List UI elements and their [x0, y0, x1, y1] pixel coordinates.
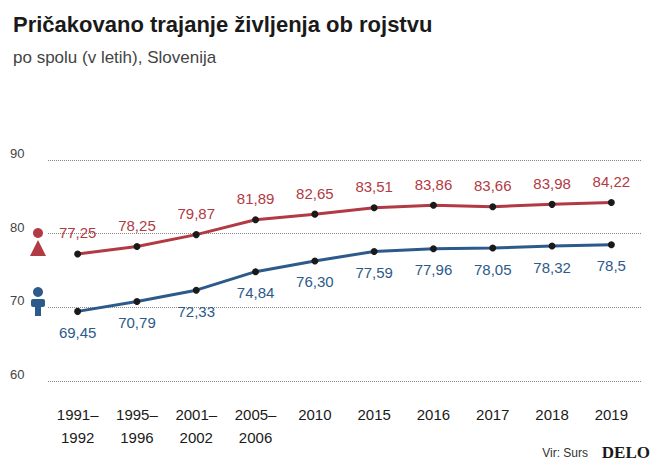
svg-text:72,33: 72,33	[177, 303, 215, 320]
svg-text:77,59: 77,59	[355, 264, 393, 281]
svg-text:2010: 2010	[298, 406, 331, 423]
svg-text:Vir: Surs: Vir: Surs	[542, 446, 588, 460]
svg-text:81,89: 81,89	[237, 190, 275, 207]
svg-text:83,86: 83,86	[415, 176, 453, 193]
svg-text:2016: 2016	[417, 406, 450, 423]
svg-text:76,30: 76,30	[296, 273, 334, 290]
svg-text:2002: 2002	[180, 429, 213, 446]
svg-text:82,65: 82,65	[296, 185, 334, 202]
svg-text:77,25: 77,25	[59, 224, 97, 241]
svg-text:2017: 2017	[476, 406, 509, 423]
svg-text:78,25: 78,25	[118, 217, 156, 234]
svg-text:2001–: 2001–	[175, 406, 217, 423]
svg-text:69,45: 69,45	[59, 324, 97, 341]
svg-text:2005–: 2005–	[235, 406, 277, 423]
svg-text:78,32: 78,32	[533, 259, 571, 276]
svg-text:90: 90	[10, 146, 24, 161]
svg-text:84,22: 84,22	[593, 173, 631, 190]
svg-text:2015: 2015	[357, 406, 390, 423]
svg-text:83,98: 83,98	[533, 175, 571, 192]
svg-text:70: 70	[10, 293, 24, 308]
svg-text:2006: 2006	[239, 429, 272, 446]
svg-text:1995–: 1995–	[116, 406, 158, 423]
svg-text:1996: 1996	[120, 429, 153, 446]
svg-text:78,05: 78,05	[474, 261, 512, 278]
svg-text:DELO: DELO	[602, 443, 650, 462]
svg-text:83,66: 83,66	[474, 177, 512, 194]
svg-text:70,79: 70,79	[118, 314, 156, 331]
svg-text:77,96: 77,96	[415, 261, 453, 278]
svg-text:78,5: 78,5	[597, 257, 626, 274]
svg-text:Pričakovano trajanje življenja: Pričakovano trajanje življenja ob rojstv…	[13, 12, 432, 37]
svg-text:80: 80	[10, 220, 24, 235]
svg-text:1992: 1992	[61, 429, 94, 446]
svg-text:2018: 2018	[535, 406, 568, 423]
svg-text:83,51: 83,51	[355, 178, 393, 195]
svg-text:74,84: 74,84	[237, 284, 275, 301]
svg-text:60: 60	[10, 367, 24, 382]
svg-text:2019: 2019	[595, 406, 628, 423]
svg-text:79,87: 79,87	[177, 205, 215, 222]
svg-text:1991–: 1991–	[57, 406, 99, 423]
svg-text:po spolu (v letih), Slovenija: po spolu (v letih), Slovenija	[13, 48, 217, 67]
